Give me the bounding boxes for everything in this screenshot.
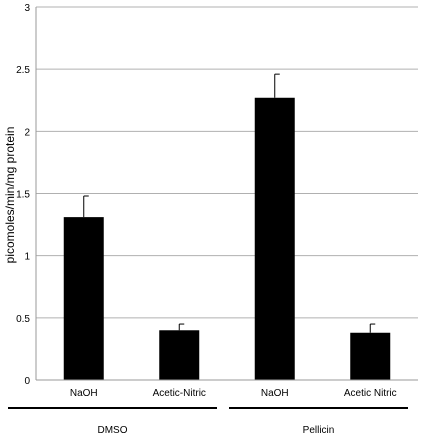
y-tick-label: 1 <box>24 252 30 263</box>
axes <box>8 7 418 409</box>
y-tick-label: 3 <box>24 3 30 14</box>
y-axis-label: picomoles/min/mg protein <box>3 127 17 264</box>
x-tick-label: NaOH <box>261 388 289 399</box>
bar <box>350 332 391 380</box>
bar <box>254 97 295 380</box>
y-tick-label: 0 <box>24 376 30 387</box>
tick-labels: 0 0.5 1 1.5 2 2.5 3 NaOH Acetic-Nitric NaOH Acetic… <box>16 3 397 436</box>
y-tick-label: 0.5 <box>16 314 30 325</box>
y-tick-label: 2.5 <box>16 65 30 76</box>
x-tick-label: NaOH <box>70 388 98 399</box>
x-tick-label: Acetic Nitric <box>344 388 397 399</box>
bar <box>63 217 104 380</box>
y-tick-label: 2 <box>24 127 30 138</box>
bar <box>159 330 200 380</box>
y-tick-label: 1.5 <box>16 190 30 201</box>
group-label: DMSO <box>98 425 128 436</box>
group-label: Pellicin <box>303 425 335 436</box>
x-tick-label: Acetic-Nitric <box>153 388 206 399</box>
bars <box>63 73 391 380</box>
